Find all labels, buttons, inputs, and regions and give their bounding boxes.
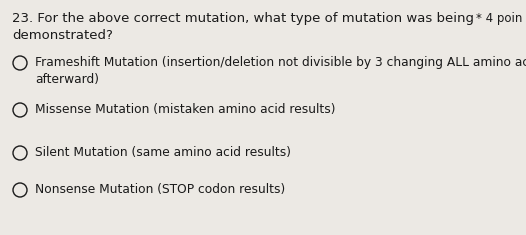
Text: demonstrated?: demonstrated?	[12, 29, 113, 42]
Text: Missense Mutation (mistaken amino acid results): Missense Mutation (mistaken amino acid r…	[35, 103, 336, 116]
Text: 23. For the above correct mutation, what type of mutation was being: 23. For the above correct mutation, what…	[12, 12, 474, 25]
Text: Silent Mutation (same amino acid results): Silent Mutation (same amino acid results…	[35, 146, 291, 159]
Text: Nonsense Mutation (STOP codon results): Nonsense Mutation (STOP codon results)	[35, 183, 285, 196]
Text: * 4 poin: * 4 poin	[476, 12, 522, 25]
Text: Frameshift Mutation (insertion/deletion not divisible by 3 changing ALL amino ac: Frameshift Mutation (insertion/deletion …	[35, 56, 526, 86]
